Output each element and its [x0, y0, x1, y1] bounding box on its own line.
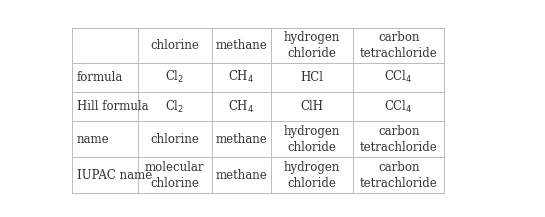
Text: name: name [76, 133, 109, 146]
Text: molecular
chlorine: molecular chlorine [145, 161, 204, 190]
Text: carbon
tetrachloride: carbon tetrachloride [360, 31, 438, 60]
Text: methane: methane [215, 133, 267, 146]
Text: formula: formula [76, 71, 123, 84]
Text: carbon
tetrachloride: carbon tetrachloride [360, 125, 438, 154]
Text: CCl$_4$: CCl$_4$ [384, 69, 413, 85]
Text: chlorine: chlorine [150, 39, 199, 52]
Text: methane: methane [215, 39, 267, 52]
Text: carbon
tetrachloride: carbon tetrachloride [360, 161, 438, 190]
Text: CH$_4$: CH$_4$ [228, 99, 255, 115]
Text: hydrogen
chloride: hydrogen chloride [284, 125, 340, 154]
Text: methane: methane [215, 169, 267, 182]
Text: Cl$_2$: Cl$_2$ [165, 99, 184, 115]
Text: chlorine: chlorine [150, 133, 199, 146]
Text: Cl$_2$: Cl$_2$ [165, 69, 184, 85]
Text: hydrogen
chloride: hydrogen chloride [284, 31, 340, 60]
Text: CCl$_4$: CCl$_4$ [384, 99, 413, 115]
Text: Hill formula: Hill formula [76, 100, 148, 113]
Text: CH$_4$: CH$_4$ [228, 69, 255, 85]
Text: IUPAC name: IUPAC name [76, 169, 152, 182]
Text: HCl: HCl [300, 71, 324, 84]
Text: ClH: ClH [300, 100, 324, 113]
Text: hydrogen
chloride: hydrogen chloride [284, 161, 340, 190]
